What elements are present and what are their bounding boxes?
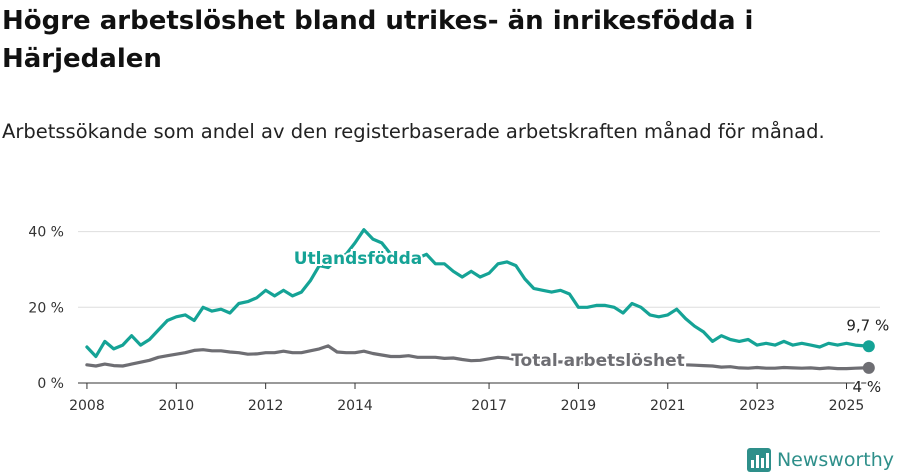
series-end-point [862, 361, 875, 374]
series-label-foreign-born: Utlandsfödda [294, 249, 423, 269]
x-tick-label: 2012 [248, 398, 284, 414]
y-tick-label: 40 % [28, 225, 64, 241]
y-axis-tick-labels: 0 % 20 % 40 % [28, 225, 64, 392]
newsworthy-logo-icon [746, 448, 771, 472]
x-tick-label: 2014 [337, 398, 373, 414]
chart-series-lines [85, 228, 875, 374]
x-axis: 2008 2010 2012 2014 2017 2019 2021 2023 2025 [69, 382, 880, 414]
series-end-point [862, 340, 875, 353]
x-tick-label: 2025 [829, 398, 865, 414]
y-tick-label: 0 % [37, 376, 64, 392]
series-label-total: Total arbetslöshet [511, 351, 685, 371]
chart-gridlines [78, 231, 880, 308]
end-value-label-total: 4 % [853, 378, 882, 396]
chart-title: Högre arbetslöshet bland utrikes- än inr… [2, 6, 754, 74]
y-tick-label: 20 % [28, 300, 64, 316]
x-tick-label: 2021 [650, 398, 686, 414]
chart-subtitle: Arbetssökande som andel av den registerb… [2, 120, 825, 143]
x-tick-label: 2017 [471, 398, 507, 414]
x-tick-label: 2008 [69, 398, 105, 414]
total-unemployment-line [85, 344, 871, 371]
foreign-born-line [85, 228, 871, 359]
brand-name: Newsworthy [776, 449, 894, 471]
chart-series-labels: Utlandsfödda Total arbetslöshet 9,7 % 4 % [292, 247, 890, 397]
x-tick-label: 2019 [561, 398, 597, 414]
x-tick-label: 2023 [739, 398, 775, 414]
brand-logo: Newsworthy [746, 448, 894, 472]
x-tick-label: 2010 [158, 398, 194, 414]
end-value-label-foreign-born: 9,7 % [846, 316, 889, 334]
